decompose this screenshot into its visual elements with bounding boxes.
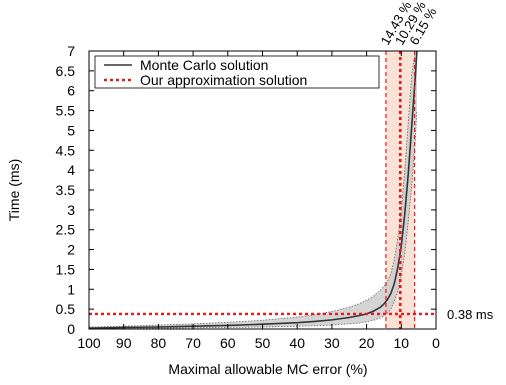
y-tick-label: 6.5: [56, 63, 76, 79]
y-tick-label: 0: [67, 321, 75, 337]
legend-box: [94, 55, 380, 89]
legend-label-monte-carlo: Monte Carlo solution: [140, 57, 268, 73]
y-tick-label: 5: [67, 122, 75, 138]
legend-label-approximation: Our approximation solution: [140, 72, 307, 88]
x-tick-label: 30: [324, 335, 340, 351]
x-tick-label: 80: [151, 335, 167, 351]
x-tick-label: 90: [116, 335, 132, 351]
x-tick-label: 20: [359, 335, 375, 351]
x-tick-label: 50: [255, 335, 271, 351]
y-tick-label: 4: [67, 162, 75, 178]
y-tick-label: 7: [67, 43, 75, 59]
confidence-band: [88, 50, 418, 330]
y-tick-label: 0.5: [56, 301, 76, 317]
y-tick-label: 2: [67, 242, 75, 258]
confidence-band-area: [89, 51, 417, 329]
x-axis-title: Maximal allowable MC error (%): [168, 361, 367, 377]
axes: [88, 50, 437, 330]
y-axis-title: Time (ms): [6, 159, 22, 221]
y-tick-label: 2.5: [56, 222, 76, 238]
y-tick-label: 5.5: [56, 103, 76, 119]
x-tick-label: 0: [432, 335, 440, 351]
x-tick-label: 10: [394, 335, 410, 351]
x-tick-label: 100: [77, 335, 101, 351]
x-tick-label: 70: [185, 335, 201, 351]
confidence-band-lower-edge: [88, 110, 418, 330]
x-tick-label: 40: [289, 335, 305, 351]
right-annotation: 0.38 ms: [447, 307, 494, 322]
y-tick-label: 3.5: [56, 182, 76, 198]
confidence-band-upper-edge: [88, 50, 417, 328]
y-tick-label: 6: [67, 83, 75, 99]
tick-labels: 100 90 80 70 60 50 40 30 20 10 000.511.522.533.544…: [56, 43, 441, 351]
y-tick-label: 4.5: [56, 142, 76, 158]
x-tick-label: 60: [220, 335, 236, 351]
y-tick-label: 1.5: [56, 261, 76, 277]
y-tick-label: 3: [67, 202, 75, 218]
monte-carlo-line: [88, 50, 418, 330]
y-tick-label: 1: [67, 281, 75, 297]
